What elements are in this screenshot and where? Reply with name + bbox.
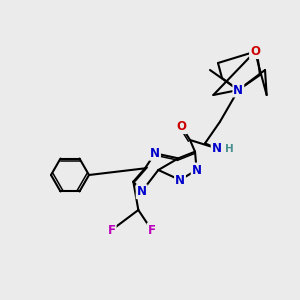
Text: O: O bbox=[250, 45, 260, 58]
Text: N: N bbox=[212, 142, 222, 155]
Text: N: N bbox=[175, 173, 185, 187]
Text: O: O bbox=[177, 120, 187, 133]
Text: N: N bbox=[150, 147, 160, 160]
Text: N: N bbox=[192, 164, 202, 176]
Text: F: F bbox=[108, 224, 116, 236]
Text: N: N bbox=[233, 83, 243, 97]
Text: N: N bbox=[137, 185, 147, 198]
Text: F: F bbox=[148, 224, 156, 236]
Text: H: H bbox=[225, 144, 233, 154]
